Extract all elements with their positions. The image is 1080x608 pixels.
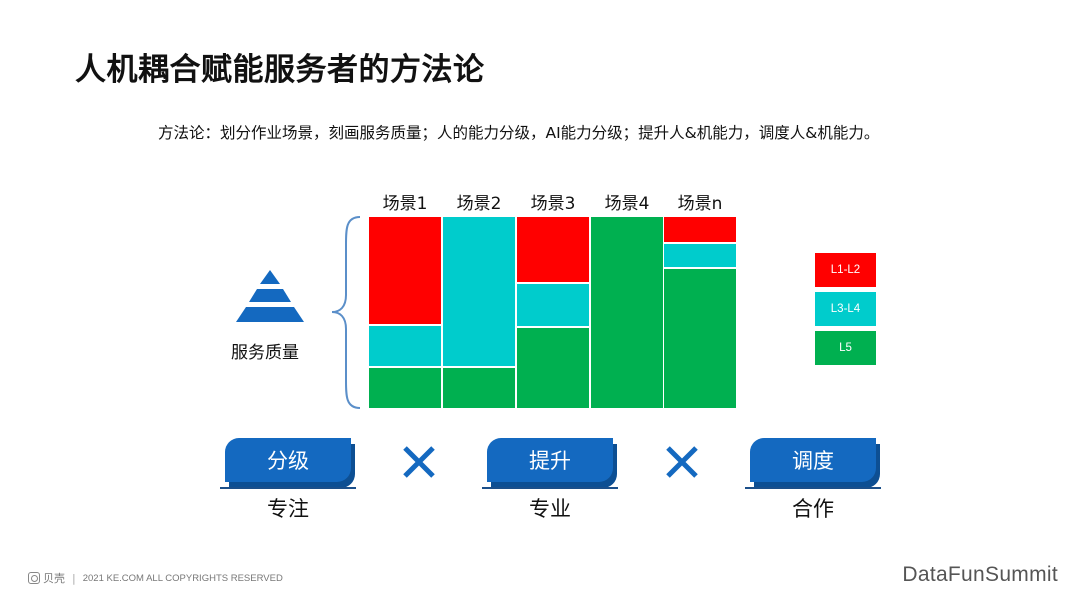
chart-segment-l5 bbox=[369, 367, 441, 408]
chart-segment-l3-l4 bbox=[369, 325, 441, 368]
chart-segment-l1-l2 bbox=[664, 217, 736, 244]
action-upgrade-button: 提升 bbox=[487, 438, 613, 482]
footer-separator: | bbox=[72, 571, 76, 585]
logo-icon bbox=[28, 572, 40, 584]
scene-header-label: 场景2 bbox=[456, 194, 502, 214]
scene-header-label: 场景3 bbox=[530, 194, 576, 214]
brand-wordmark: DataFunSummit bbox=[902, 563, 1058, 586]
action-grading-sub: 专注 bbox=[267, 497, 309, 521]
chart-column bbox=[591, 217, 663, 408]
chart-column bbox=[664, 217, 736, 408]
methodology-subtitle: 方法论：划分作业场景，刻画服务质量；人的能力分级，AI能力分级；提升人&机能力，… bbox=[158, 124, 880, 142]
legend-item: L5 bbox=[815, 331, 876, 365]
legend-item: L1-L2 bbox=[815, 253, 876, 287]
chart-column bbox=[443, 217, 515, 408]
chart-segment-l5 bbox=[517, 327, 589, 408]
chart-segment-l3-l4 bbox=[517, 283, 589, 328]
footer-logo-text: 贝壳 bbox=[43, 572, 65, 585]
action-underline bbox=[220, 487, 356, 489]
action-underline bbox=[745, 487, 881, 489]
chart-column bbox=[517, 217, 589, 408]
action-grading-button: 分级 bbox=[225, 438, 351, 482]
chart-segment-l5 bbox=[664, 268, 736, 408]
scene-header-label: 场景n bbox=[677, 194, 723, 214]
footer-logo: 贝壳 | 2021 KE.COM ALL COPYRIGHTS RESERVED bbox=[28, 570, 283, 586]
action-dispatch-button: 调度 bbox=[750, 438, 876, 482]
chart-segment-l5 bbox=[591, 217, 663, 408]
footer-copyright: 2021 KE.COM ALL COPYRIGHTS RESERVED bbox=[82, 572, 283, 584]
pyramid-icon bbox=[236, 270, 304, 322]
action-underline bbox=[482, 487, 618, 489]
quality-mosaic-chart bbox=[369, 217, 736, 408]
page-title: 人机耦合赋能服务者的方法论 bbox=[75, 52, 485, 88]
action-upgrade-sub: 专业 bbox=[529, 497, 571, 521]
action-dispatch-sub: 合作 bbox=[792, 497, 834, 521]
chart-segment-l3-l4 bbox=[443, 217, 515, 368]
chart-segment-l1-l2 bbox=[517, 217, 589, 284]
chart-column bbox=[369, 217, 441, 408]
chart-segment-l5 bbox=[443, 367, 515, 408]
scene-header-label: 场景1 bbox=[382, 194, 428, 214]
service-quality-label: 服务质量 bbox=[231, 343, 299, 363]
left-brace bbox=[331, 216, 361, 409]
scene-header-label: 场景4 bbox=[604, 194, 650, 214]
legend-item: L3-L4 bbox=[815, 292, 876, 326]
multiply-icon bbox=[666, 446, 698, 478]
multiply-icon bbox=[403, 446, 435, 478]
chart-segment-l3-l4 bbox=[664, 243, 736, 269]
chart-segment-l1-l2 bbox=[369, 217, 441, 326]
